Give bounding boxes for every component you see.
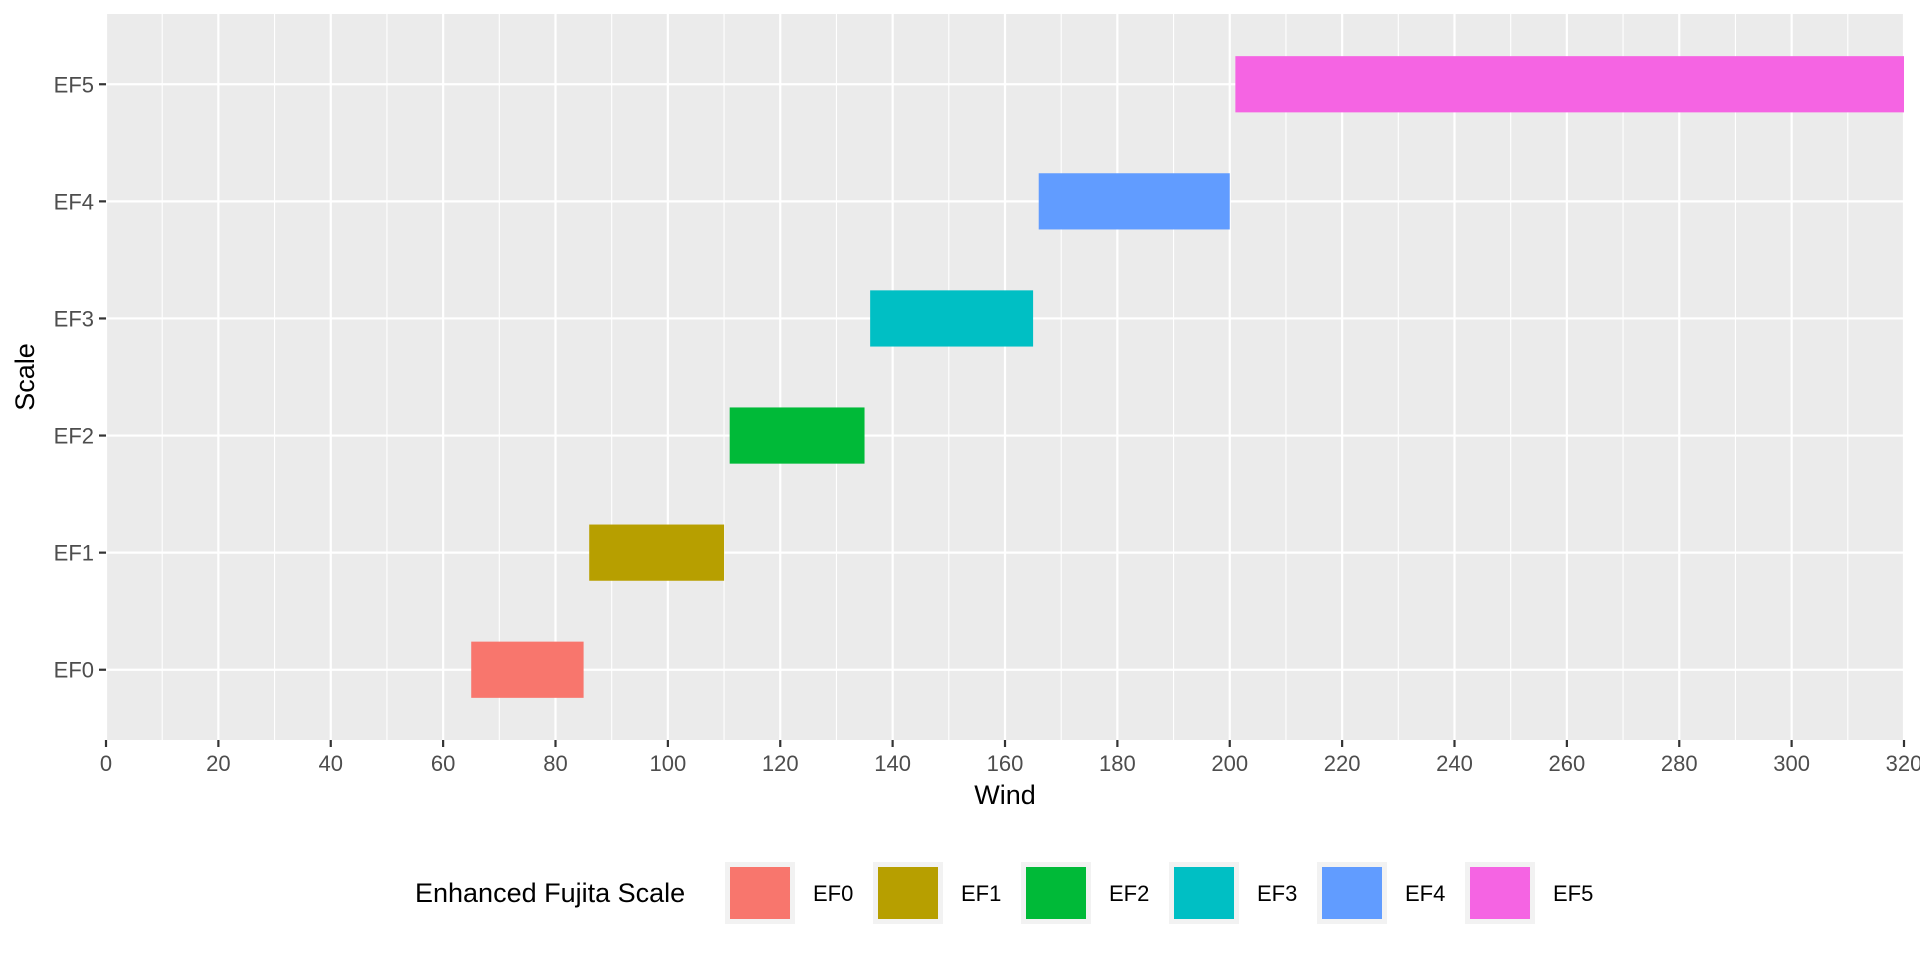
x-tick-label: 240 [1436, 751, 1473, 776]
legend-label: EF5 [1553, 881, 1593, 906]
y-tick-label: EF1 [54, 541, 94, 566]
y-axis-title: Scale [10, 343, 40, 411]
legend-title: Enhanced Fujita Scale [415, 878, 685, 908]
x-tick-label: 20 [206, 751, 230, 776]
legend-label: EF1 [961, 881, 1001, 906]
legend-label: EF4 [1405, 881, 1445, 906]
y-tick-label: EF3 [54, 306, 94, 331]
x-tick-label: 80 [543, 751, 567, 776]
x-tick-label: 40 [319, 751, 343, 776]
bar-ef5 [1235, 56, 1904, 113]
legend-label: EF2 [1109, 881, 1149, 906]
y-tick-label: EF4 [54, 189, 94, 214]
y-axis: EF0 EF1 EF2 EF3 EF4 EF5 [54, 72, 106, 683]
x-tick-label: 220 [1324, 751, 1361, 776]
y-tick-label: EF0 [54, 658, 94, 683]
x-axis: 0 20 40 60 80 100 120 140 160 180 200 220 240 260 280 3… [100, 740, 1920, 776]
bar-ef0 [471, 641, 584, 698]
legend-swatch-ef3 [1174, 867, 1234, 919]
x-axis-title: Wind [974, 780, 1036, 810]
legend-swatch-ef1 [878, 867, 938, 919]
x-tick-label: 0 [100, 751, 112, 776]
x-tick-label: 60 [431, 751, 455, 776]
x-tick-label: 120 [762, 751, 799, 776]
bar-ef4 [1038, 173, 1230, 230]
x-tick-label: 300 [1773, 751, 1810, 776]
x-tick-label: 260 [1549, 751, 1586, 776]
legend: Enhanced Fujita Scale EF0 EF1 EF2 EF3 EF4 EF5 [415, 862, 1593, 924]
x-tick-label: 280 [1661, 751, 1698, 776]
legend-swatch-ef2 [1026, 867, 1086, 919]
legend-swatch-ef4 [1322, 867, 1382, 919]
x-tick-label: 180 [1099, 751, 1136, 776]
legend-label: EF3 [1257, 881, 1297, 906]
y-tick-label: EF5 [54, 72, 94, 97]
bars [471, 56, 1904, 698]
x-tick-label: 160 [987, 751, 1024, 776]
x-tick-label: 200 [1211, 751, 1248, 776]
grid-lines [104, 14, 1906, 740]
bar-ef3 [870, 290, 1034, 347]
bar-ef2 [729, 407, 865, 464]
y-tick-label: EF2 [54, 424, 94, 449]
x-tick-label: 320 [1886, 751, 1920, 776]
legend-swatch-ef5 [1470, 867, 1530, 919]
x-tick-label: 140 [874, 751, 911, 776]
x-tick-label: 100 [650, 751, 687, 776]
bar-ef1 [589, 524, 725, 581]
legend-swatch-ef0 [730, 867, 790, 919]
legend-label: EF0 [813, 881, 853, 906]
